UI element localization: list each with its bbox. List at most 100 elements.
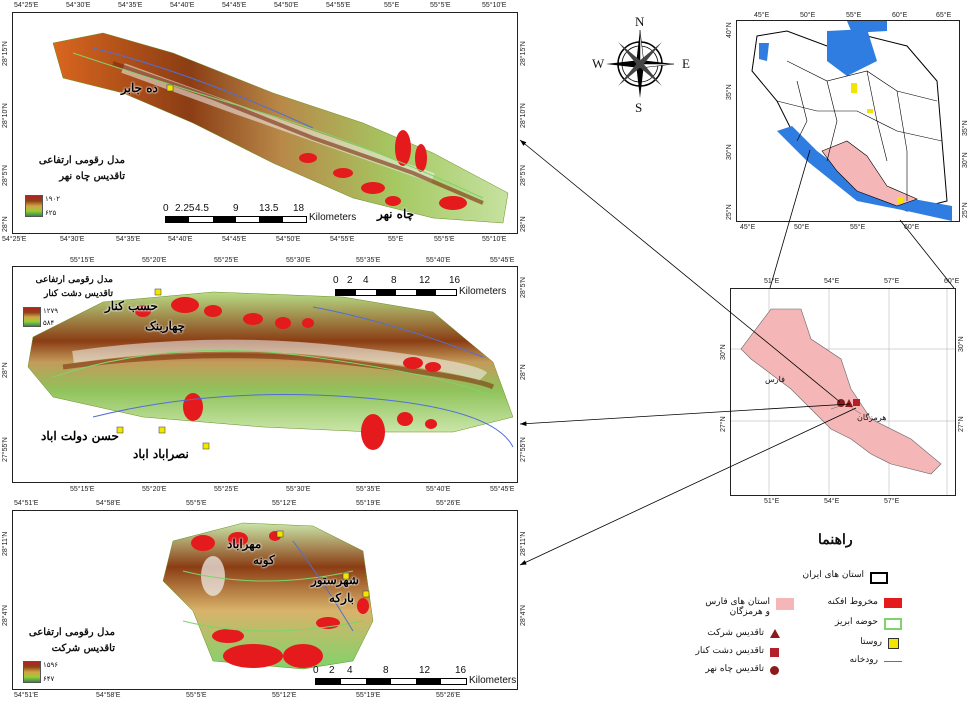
tick-right: 35°N xyxy=(962,120,969,136)
legend-alluvial-fan: مخروط افکنه xyxy=(827,597,878,607)
tick-top: 55°30'E xyxy=(286,257,311,264)
scale-4: 12 xyxy=(419,665,431,676)
legend-dasht-kenar: تاقدیس دشت کنار xyxy=(695,646,764,656)
dem-sherkat xyxy=(162,522,374,670)
tick-top: 50°E xyxy=(800,12,816,19)
compass-south: S xyxy=(635,100,643,115)
tick-top: 55°12'E xyxy=(272,500,297,507)
tick-bottom: 55°30'E xyxy=(286,486,311,493)
tick-bottom: 54°51'E xyxy=(14,692,39,699)
tick-top: 54°E xyxy=(824,278,840,285)
tick-bottom: 55°12'E xyxy=(272,692,297,699)
tick-bottom: 54°35'E xyxy=(116,236,141,243)
tick-bottom: 55°E xyxy=(850,224,866,231)
legend-basin: حوضه ابریز xyxy=(835,617,878,627)
tick-bottom: 55°19'E xyxy=(356,692,381,699)
elevation-gradient xyxy=(23,307,41,327)
tick-bottom: 55°45'E xyxy=(490,486,515,493)
place-label-deh-jaber: ده جابر xyxy=(121,81,158,95)
legend-chah-nahr: تاقدیس چاه نهر xyxy=(705,664,764,674)
legend-village: روستا xyxy=(860,637,882,647)
elevation-min: ۶۲۵ xyxy=(45,210,57,217)
tick-left: 28°N xyxy=(2,362,9,378)
tick-top: 54°35'E xyxy=(118,2,143,9)
place-label-hasan-dowlat-abad: حسن دولت اباد xyxy=(41,429,119,443)
scale-1: 2 xyxy=(329,665,335,676)
elevation-min: ۶۴۷ xyxy=(43,676,55,683)
tick-top: 60°E xyxy=(944,278,960,285)
dem-chah-nahr xyxy=(52,32,509,224)
place-label-chah-nahr: چاه نهر xyxy=(377,207,415,221)
tick-bottom: 55°E xyxy=(388,236,404,243)
tick-top: 54°30'E xyxy=(66,2,91,9)
tick-top: 55°45'E xyxy=(490,257,515,264)
tick-bottom: 54°25'E xyxy=(2,236,27,243)
tick-top: 55°E xyxy=(846,12,862,19)
scale-0: 0 xyxy=(163,203,169,214)
tick-left: 28°11'N xyxy=(2,531,9,556)
fars-hormozgan-map: فارس هرمزگان xyxy=(730,288,956,496)
tick-top: 54°55'E xyxy=(326,2,351,9)
legend-title-line1: مدل رقومی ارتفاعی xyxy=(28,627,115,638)
tick-left: 28°N xyxy=(2,216,9,232)
tick-top: 65°E xyxy=(936,12,952,19)
tick-bottom: 54°45'E xyxy=(222,236,247,243)
tick-right: 28°4'N xyxy=(520,605,527,626)
compass-west: W xyxy=(592,56,605,71)
tick-right: 28°10'N xyxy=(520,103,527,128)
swatch-alluvial-fan xyxy=(884,598,902,608)
tick-top: 54°25'E xyxy=(14,2,39,9)
tick-bottom: 54°40'E xyxy=(168,236,193,243)
scale-2: 4 xyxy=(347,665,353,676)
tick-top: 55°35'E xyxy=(356,257,381,264)
elevation-max: ۱۲۷۹ xyxy=(43,308,59,315)
tick-bottom: 55°25'E xyxy=(214,486,239,493)
tick-left: 28°4'N xyxy=(2,605,9,626)
tick-top: 55°5'E xyxy=(430,2,451,9)
scale-0: 0 xyxy=(333,275,339,286)
place-label-chaharbank: چهاربنک xyxy=(145,319,186,333)
tick-top: 54°40'E xyxy=(170,2,195,9)
tick-bottom: 55°40'E xyxy=(426,486,451,493)
scale-unit: Kilometers xyxy=(459,286,507,297)
tick-bottom: 55°20'E xyxy=(142,486,167,493)
tick-top: 55°26'E xyxy=(436,500,461,507)
tick-top: 60°E xyxy=(892,12,908,19)
tick-bottom: 54°55'E xyxy=(330,236,355,243)
tick-right: 27°N xyxy=(958,416,965,432)
compass-rose-icon xyxy=(606,29,675,98)
province-shape xyxy=(731,289,955,495)
tick-top: 57°E xyxy=(884,278,900,285)
tick-top: 45°E xyxy=(754,12,770,19)
tick-bottom: 57°E xyxy=(884,498,900,505)
tick-right: 28°N xyxy=(520,216,527,232)
tick-right: 30°N xyxy=(962,152,969,168)
tick-bottom: 54°E xyxy=(824,498,840,505)
tick-right: 27°55'N xyxy=(520,437,527,462)
place-label-shahrestur: شهرستور xyxy=(311,573,359,587)
scale-bar xyxy=(165,216,307,223)
tick-right: 28°11'N xyxy=(520,531,527,556)
legend-title-line1: مدل رقومی ارتفاعی xyxy=(35,275,114,285)
scale-1: 2 xyxy=(347,275,353,286)
tick-top: 54°45'E xyxy=(222,2,247,9)
map-panel-chah-nahr: مدل رقومی ارتفاعی تاقدیس چاه نهر ۱۹۰۲ ۶۲… xyxy=(12,12,518,234)
tick-left: 40°N xyxy=(726,22,733,38)
tick-bottom: 60°E xyxy=(904,224,920,231)
tick-bottom: 50°E xyxy=(794,224,810,231)
legend-title: راهنما xyxy=(818,532,853,548)
tick-right: 28°15'N xyxy=(520,41,527,66)
legend-fars-hormozgan: استان های فارس و هرمزگان xyxy=(705,597,770,617)
scale-5: 16 xyxy=(449,275,461,286)
legend-title-line2: تاقدیس چاه نهر xyxy=(59,171,125,182)
scale-3: 9 xyxy=(233,203,239,214)
square-icon xyxy=(770,648,779,657)
legend-river: رودخانه xyxy=(849,655,878,665)
scale-bar xyxy=(335,289,457,296)
tick-top: 55°40'E xyxy=(426,257,451,264)
legend-sherkat: تاقدیس شرکت xyxy=(707,628,764,638)
tick-top: 55°19'E xyxy=(356,500,381,507)
scale-bar xyxy=(315,678,467,685)
legend-title-line2: تاقدیس دشت کنار xyxy=(44,289,113,299)
tick-left: 27°55'N xyxy=(2,437,9,462)
